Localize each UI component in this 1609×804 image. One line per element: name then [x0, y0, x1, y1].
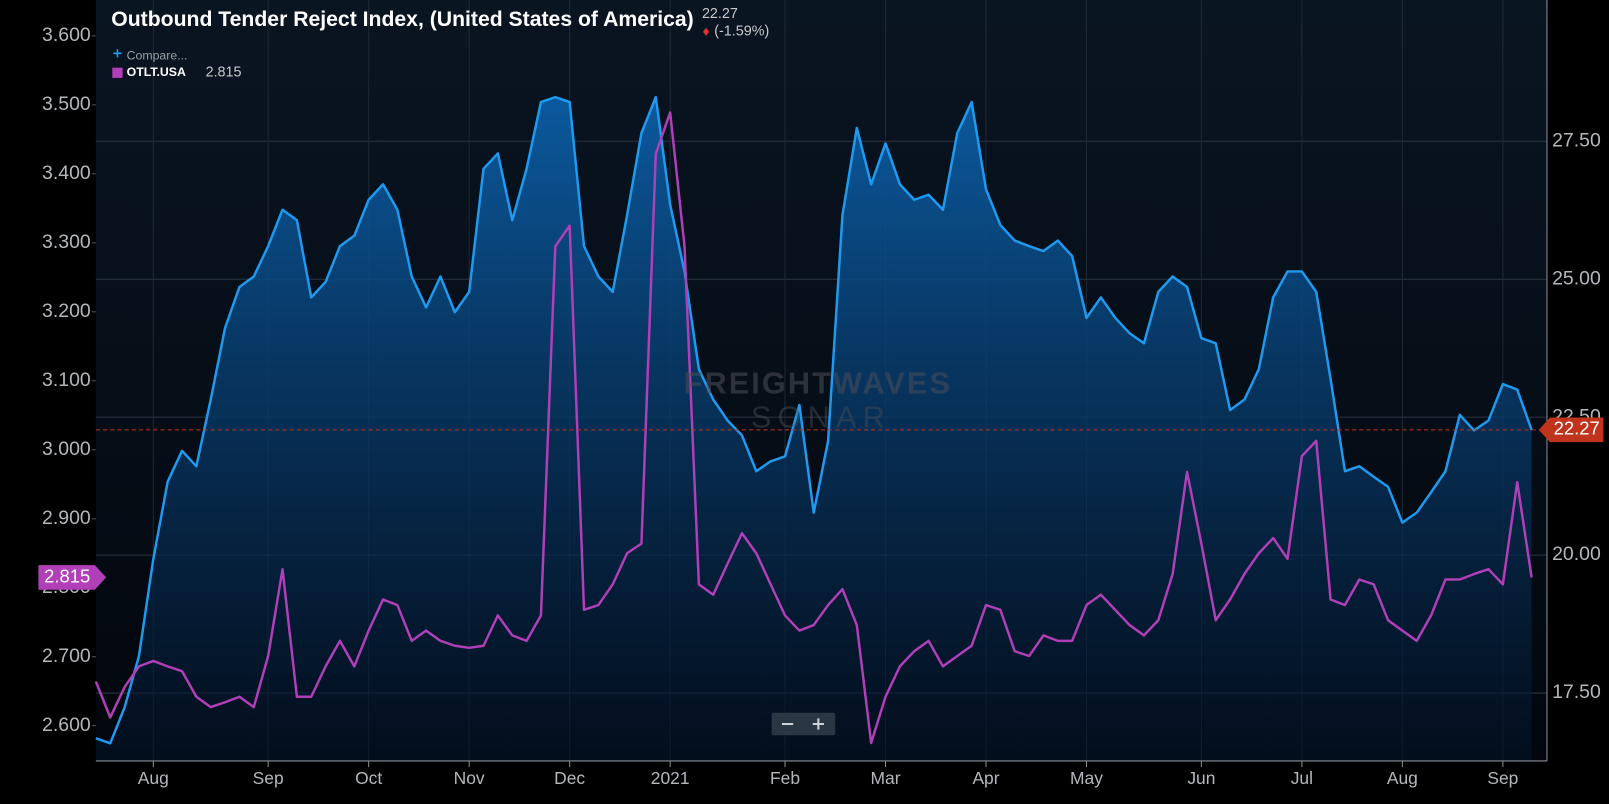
- line: [94, 111, 1533, 745]
- x-tick-label: Mar: [871, 768, 901, 788]
- compare-icon: [113, 49, 122, 58]
- zoom-bar: [771, 712, 836, 736]
- x-tick-label: Apr: [972, 768, 999, 788]
- change-icon: [702, 27, 710, 36]
- last-value-label: 22.27: [1554, 418, 1600, 439]
- x-tick-label: Nov: [454, 768, 485, 788]
- x-tick-label: Sep: [1487, 768, 1518, 788]
- x-tick-label: Aug: [138, 768, 169, 788]
- y-tick-label: 3.100: [42, 369, 91, 391]
- zoom-in[interactable]: [812, 718, 824, 730]
- x-tick-label: Dec: [554, 768, 585, 788]
- x-tick-label: May: [1070, 768, 1103, 788]
- x-tick-label: Jun: [1187, 768, 1215, 788]
- y-tick-label: 3.400: [42, 162, 91, 184]
- x-tick-label: Jul: [1291, 768, 1313, 788]
- chart-title: Outbound Tender Reject Index, (United St…: [111, 7, 693, 31]
- x-tick-label: Aug: [1387, 768, 1418, 788]
- legend-value: 2.815: [206, 65, 242, 81]
- compare-button[interactable]: Compare...: [113, 49, 187, 63]
- x-tick-label: Oct: [355, 768, 382, 788]
- zoom-controls: [771, 712, 836, 736]
- last-value-badge: [1538, 417, 1604, 443]
- watermark: FREIGHTWAVES: [684, 366, 952, 401]
- x-tick-label: 2021: [651, 768, 690, 788]
- watermark: SONAR: [751, 400, 891, 435]
- header-change: (-1.59%): [714, 24, 769, 40]
- x-tick-label: Sep: [253, 768, 284, 788]
- y-tick-label: 3.200: [42, 300, 91, 322]
- y2-tick-label: 27.50: [1552, 129, 1601, 151]
- last-value-badge: [38, 565, 107, 590]
- y-tick-label: 3.000: [42, 438, 91, 460]
- y2-tick-label: 25.00: [1552, 267, 1601, 289]
- y-tick-label: 3.500: [42, 93, 91, 115]
- line: [95, 95, 1533, 745]
- area: [95, 97, 1532, 761]
- y2-tick-label: 17.50: [1552, 681, 1601, 703]
- y-tick-label: 2.900: [42, 507, 91, 529]
- y2-tick-label: 20.00: [1552, 543, 1601, 565]
- legend-label: OTLT.USA: [127, 65, 186, 79]
- last-value-label: 2.815: [44, 565, 90, 586]
- legend-swatch: [112, 67, 123, 78]
- y-tick-label: 3.600: [42, 24, 91, 46]
- y-tick-label: 2.700: [42, 645, 91, 667]
- header-value: 22.27: [702, 6, 738, 22]
- y-tick-label: 2.600: [42, 714, 91, 736]
- x-tick-label: Feb: [770, 768, 800, 788]
- y-tick-label: 3.300: [42, 231, 91, 253]
- compare-label[interactable]: Compare...: [127, 49, 188, 63]
